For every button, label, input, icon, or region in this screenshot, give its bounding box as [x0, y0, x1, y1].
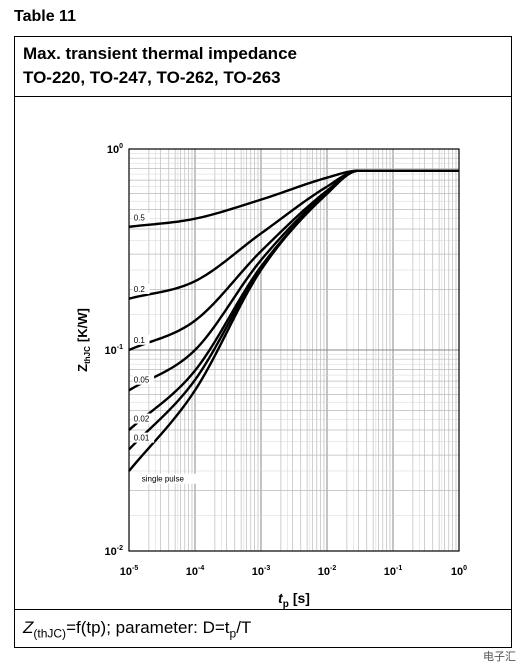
x-axis-label-main: t — [278, 590, 284, 606]
figure-caption: Z(thJC)=f(tp); parameter: D=tp/T — [15, 609, 511, 647]
curve-label-0.1: 0.1 — [134, 336, 146, 345]
caption-z: Z — [23, 618, 34, 637]
watermark: 电子汇 — [483, 650, 516, 663]
curve-label-0.02: 0.02 — [134, 415, 150, 424]
caption-z-sub: (thJC) — [33, 626, 67, 641]
x-axis-label-unit: [s] — [293, 590, 310, 606]
figure-subtitle: TO-220, TO-247, TO-262, TO-263 — [23, 68, 281, 87]
y-tick-label: 10-1 — [105, 344, 124, 357]
series-line-0.1 — [128, 169, 459, 352]
series-line-0.05 — [128, 169, 459, 392]
curve-label-bg — [132, 413, 155, 424]
curve-label-bg — [132, 334, 150, 345]
curve-label-bg — [132, 432, 155, 443]
series-line-0.2 — [128, 169, 459, 300]
curve-label-0.05: 0.05 — [134, 376, 150, 385]
x-tick-label: 10-3 — [252, 565, 271, 578]
curve-labels: 0.5 0.2 0.1 0.05 0.02 0.01 single pulse — [132, 212, 199, 484]
y-axis-label-main: Z — [75, 364, 90, 372]
y-axis-label-sub: thJC — [83, 346, 92, 364]
chart-area: 0.5 0.2 0.1 0.05 0.02 0.01 single pulse 10-5 10… — [15, 97, 511, 610]
curve-label-bg — [132, 212, 150, 223]
caption-tp-sub: p — [229, 626, 237, 641]
figure-frame: Max. transient thermal impedance TO-220,… — [14, 36, 512, 648]
x-tick-label: 10-2 — [318, 565, 337, 578]
figure-header: Max. transient thermal impedance TO-220,… — [15, 37, 511, 97]
y-tick-label: 100 — [107, 143, 123, 156]
figure-title: Max. transient thermal impedance — [23, 44, 297, 63]
y-tick-label: 10-2 — [105, 545, 124, 558]
series-line-0.01 — [128, 169, 459, 451]
curve-label-single-pulse: single pulse — [142, 475, 185, 484]
curve-label-bg — [140, 473, 199, 484]
tick-labels: 10-5 10-4 10-3 10-2 10-1 100 10-2 10-1 100 — [105, 143, 468, 578]
x-axis-label-sub: p — [283, 599, 289, 609]
curve-label-bg — [132, 374, 155, 385]
series-layer — [128, 169, 459, 472]
y-axis-label-unit: [K/W] — [75, 308, 90, 342]
caption-formula-end: /T — [236, 618, 252, 637]
x-tick-label: 10-1 — [384, 565, 403, 578]
curve-label-0.01: 0.01 — [134, 434, 150, 443]
x-axis-label: tp [s] — [278, 590, 310, 609]
x-tick-label: 100 — [451, 565, 467, 578]
curve-label-0.2: 0.2 — [134, 285, 146, 294]
x-tick-label: 10-5 — [120, 565, 139, 578]
caption-formula: =f(tp); parameter: D=t — [66, 618, 230, 637]
series-line-single-pulse — [128, 169, 459, 472]
table-label: Table 11 — [14, 8, 76, 25]
y-axis-label: ZthJC [K/W] — [75, 308, 92, 372]
curve-label-bg — [132, 283, 150, 294]
curve-label-0.5: 0.5 — [134, 214, 146, 223]
plot-frame — [128, 148, 460, 552]
x-tick-label: 10-4 — [186, 565, 205, 578]
